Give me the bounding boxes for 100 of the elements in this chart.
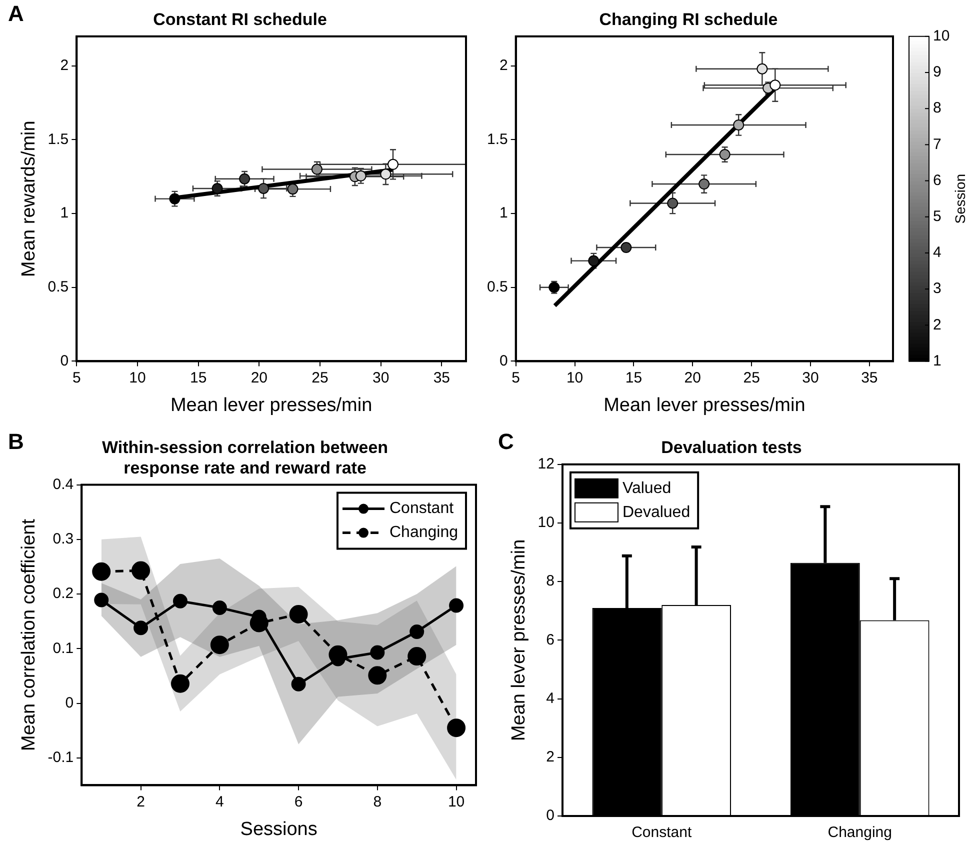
legend-label: Constant xyxy=(390,500,454,518)
x-tick-label: 8 xyxy=(373,793,382,810)
x-axis-title: Mean lever presses/min xyxy=(604,394,806,416)
y-tick-label: 8 xyxy=(546,572,554,590)
y-axis-title: Mean lever presses/min xyxy=(508,539,530,742)
x-axis-title: Sessions xyxy=(240,818,318,840)
point xyxy=(132,561,150,580)
y-tick-label: 1.5 xyxy=(486,130,508,148)
point xyxy=(355,170,366,182)
text: C xyxy=(498,429,514,454)
color-bar-label: 2 xyxy=(933,316,942,334)
y-tick-label: 0.4 xyxy=(52,476,74,493)
point xyxy=(698,178,710,190)
x-tick-label: 2 xyxy=(136,793,145,810)
point xyxy=(388,158,398,170)
x-tick-label: 10 xyxy=(448,793,465,810)
point xyxy=(289,604,308,624)
x-tick-label: 5 xyxy=(512,369,520,386)
x-tick-label: 15 xyxy=(190,369,207,386)
chart-title: Constant RI schedule xyxy=(153,10,327,29)
text: B xyxy=(8,429,24,454)
point xyxy=(408,647,426,666)
x-tick-label: 5 xyxy=(72,369,81,386)
color-bar-label: 3 xyxy=(933,280,942,298)
color-bar-label: 1 xyxy=(933,352,942,370)
y-tick-label: 2 xyxy=(60,57,69,74)
y-tick-label: 0 xyxy=(546,807,554,824)
point xyxy=(447,718,466,738)
x-tick-label: 25 xyxy=(743,369,760,386)
point xyxy=(380,168,392,180)
color-bar-label: 7 xyxy=(933,136,942,153)
y-tick-label: 0.3 xyxy=(52,530,74,548)
text: A xyxy=(8,1,24,26)
chart-title: Within-session correlation between response rate and reward rate xyxy=(102,438,388,478)
point xyxy=(620,242,632,254)
y-tick-label: 0 xyxy=(500,352,508,370)
y-tick-label: 1.5 xyxy=(48,130,69,148)
x-tick-label: 30 xyxy=(372,369,390,386)
x-tick-label: 20 xyxy=(250,369,268,386)
point xyxy=(212,182,223,194)
point xyxy=(733,119,744,130)
y-tick-label: 0.1 xyxy=(52,640,74,657)
x-tick-label: 10 xyxy=(129,369,146,386)
point xyxy=(368,666,387,685)
y-tick-label: 1 xyxy=(60,204,69,222)
color-bar-title: Session xyxy=(952,174,968,224)
point xyxy=(770,80,781,91)
point xyxy=(170,674,190,693)
y-tick-label: 0 xyxy=(65,694,74,712)
point xyxy=(169,193,180,204)
y-tick-label: 0.5 xyxy=(48,278,69,296)
chart-title: Changing RI schedule xyxy=(599,10,778,29)
y-tick-label: 12 xyxy=(538,456,554,473)
y-tick-label: 4 xyxy=(546,690,554,707)
x-tick-label: 20 xyxy=(684,369,701,386)
y-tick-label: -0.1 xyxy=(48,749,74,766)
point xyxy=(134,620,148,636)
point xyxy=(719,149,730,160)
legend-label: Valued xyxy=(622,480,672,497)
x-tick-label: 4 xyxy=(216,793,224,810)
y-tick-label: 2 xyxy=(546,748,554,766)
point xyxy=(92,562,111,581)
color-bar-label: 4 xyxy=(933,244,942,262)
x-axis-title: Mean lever presses/min xyxy=(170,394,372,416)
x-tick-label: 15 xyxy=(625,369,642,386)
y-tick-label: 6 xyxy=(546,631,554,648)
point xyxy=(94,592,109,608)
y-tick-label: 0.5 xyxy=(486,278,508,296)
color-bar-label: 8 xyxy=(933,100,942,117)
y-tick-label: 1 xyxy=(500,204,508,222)
x-tick-label: 25 xyxy=(312,369,328,386)
legend-label: Devalued xyxy=(622,504,690,521)
legend-label: Changing xyxy=(390,524,458,542)
color-bar-label: 5 xyxy=(933,208,942,225)
x-tick-label: 6 xyxy=(294,793,303,810)
point xyxy=(212,600,227,615)
point xyxy=(311,164,322,175)
x-tick-label: 30 xyxy=(802,369,819,386)
y-tick-label: 2 xyxy=(500,57,508,74)
y-axis-title: Mean rewards/min xyxy=(18,120,40,277)
x-tick-label: 10 xyxy=(566,369,584,386)
point xyxy=(210,636,229,654)
point xyxy=(588,255,600,266)
y-tick-label: 0.2 xyxy=(52,585,74,602)
y-tick-label: 10 xyxy=(538,514,554,532)
point xyxy=(287,184,298,195)
point xyxy=(449,598,464,613)
chart-title: Devaluation tests xyxy=(661,438,802,457)
color-bar-label: 9 xyxy=(933,64,942,81)
y-axis-title: Mean correlation coefficient xyxy=(18,518,40,751)
x-tick-label: 35 xyxy=(861,369,878,386)
color-bar-label: 6 xyxy=(933,172,942,189)
point xyxy=(291,676,306,692)
y-tick-label: 0 xyxy=(60,352,69,370)
x-tick-label: 35 xyxy=(433,369,450,386)
point xyxy=(239,173,250,184)
point xyxy=(370,645,385,660)
color-bar-label: 10 xyxy=(933,28,950,45)
point xyxy=(258,182,270,194)
point xyxy=(756,63,768,74)
